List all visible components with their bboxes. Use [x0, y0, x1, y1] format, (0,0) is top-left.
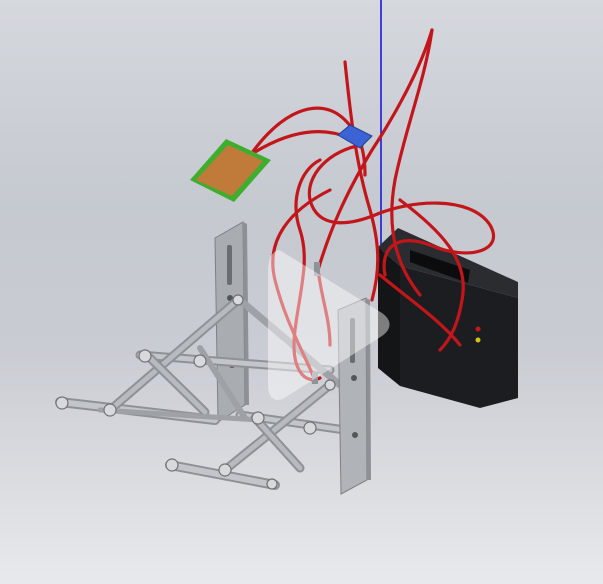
blue-connector — [337, 124, 373, 149]
wires — [245, 28, 496, 382]
play-button[interactable] — [268, 250, 390, 400]
sensor-board — [190, 139, 271, 202]
front-mounting-plate — [337, 297, 371, 495]
wire-connectors — [312, 262, 320, 384]
play-icon — [268, 250, 390, 400]
battery-box — [378, 228, 518, 408]
rear-mounting-plate — [214, 221, 249, 423]
